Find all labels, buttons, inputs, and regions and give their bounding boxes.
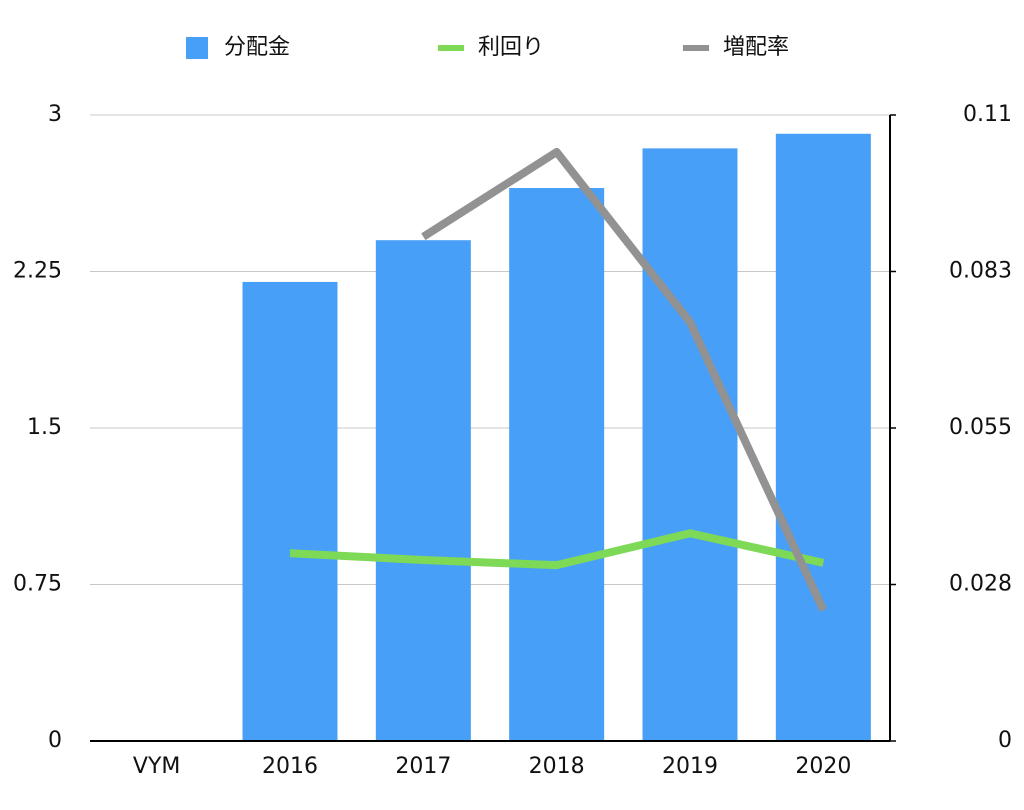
y-tick-label: 0: [48, 728, 62, 753]
bar: [642, 148, 738, 742]
x-tick-label: 2016: [262, 754, 318, 779]
line: [289, 529, 825, 570]
legend-label: 分配金: [224, 35, 290, 60]
legend-label: 増配率: [723, 35, 789, 60]
bar: [242, 281, 338, 741]
y-tick-label: 2.25: [13, 259, 62, 284]
y-tick-label: 1.5: [27, 415, 62, 440]
y2-tick-label: 0.11: [963, 102, 1012, 127]
x-tick-label: 2017: [395, 754, 451, 779]
x-tick-label: VYM: [133, 754, 180, 779]
legend-swatch: [186, 37, 208, 59]
y2-tick-label: 0.055: [949, 415, 1012, 440]
bar: [375, 240, 471, 741]
x-tick-label: 2018: [529, 754, 585, 779]
y-tick-label: 0.75: [13, 572, 62, 597]
line: [421, 147, 827, 612]
y2-tick-label: 0.083: [949, 259, 1012, 284]
legend-label: 利回り: [478, 35, 544, 60]
y2-tick-label: 0.028: [949, 572, 1012, 597]
bar: [509, 188, 605, 742]
x-tick-label: 2020: [795, 754, 851, 779]
y2-tick-label: 0: [998, 728, 1012, 753]
x-tick-label: 2019: [662, 754, 718, 779]
bar: [775, 133, 871, 741]
y-tick-label: 3: [48, 102, 62, 127]
